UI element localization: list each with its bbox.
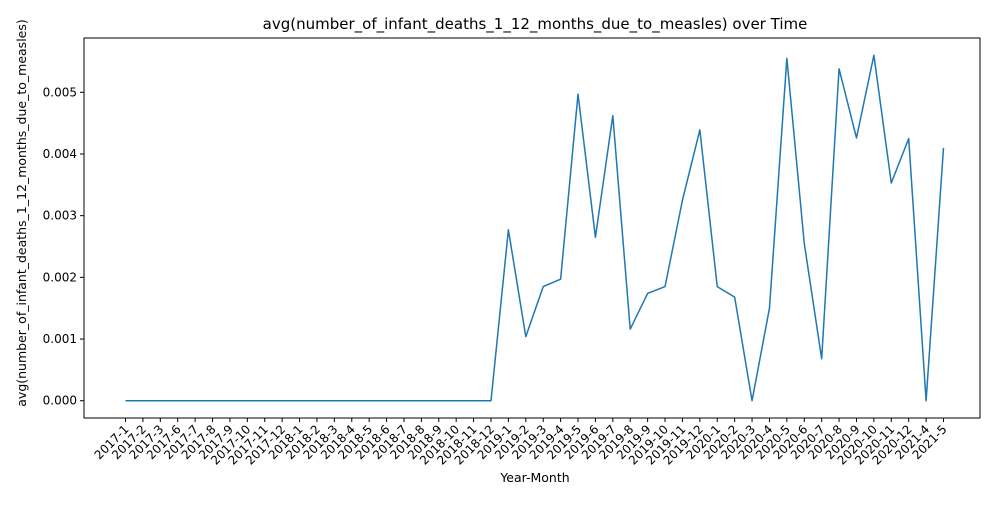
data-point: [908, 138, 910, 140]
data-point: [525, 336, 527, 338]
data-point: [351, 400, 353, 402]
data-point: [177, 400, 179, 402]
data-point: [212, 400, 214, 402]
data-point: [716, 286, 718, 288]
data-point: [647, 293, 649, 295]
data-point: [595, 236, 597, 238]
data-point: [821, 358, 823, 360]
y-tick-label: 0.003: [43, 209, 77, 223]
data-point: [699, 129, 701, 131]
plot-area: 0.0000.0010.0020.0030.0040.0052017-12017…: [43, 37, 981, 468]
series-line: [125, 54, 945, 402]
y-tick-label: 0.004: [43, 147, 77, 161]
data-point: [803, 243, 805, 245]
y-tick-label: 0.005: [43, 85, 77, 99]
data-point: [316, 400, 318, 402]
data-point: [160, 400, 162, 402]
data-point: [943, 147, 945, 149]
data-point: [403, 400, 405, 402]
data-point: [682, 199, 684, 201]
data-point: [873, 54, 875, 56]
data-point: [264, 400, 266, 402]
y-tick-label: 0.002: [43, 270, 77, 284]
data-point: [629, 328, 631, 330]
data-point: [838, 68, 840, 70]
data-point: [438, 400, 440, 402]
data-point: [229, 400, 231, 402]
data-point: [281, 400, 283, 402]
data-point: [751, 400, 753, 402]
data-point: [455, 400, 457, 402]
data-point: [247, 400, 249, 402]
axes-frame: [83, 37, 981, 419]
data-point: [560, 278, 562, 280]
data-point: [925, 400, 927, 402]
data-point: [786, 58, 788, 60]
data-point: [664, 286, 666, 288]
chart-title: avg(number_of_infant_deaths_1_12_months_…: [263, 15, 808, 34]
data-point: [734, 296, 736, 298]
data-point: [856, 137, 858, 139]
data-point: [368, 400, 370, 402]
x-axis-label: Year-Month: [499, 470, 569, 485]
data-point: [508, 229, 510, 231]
data-point: [386, 400, 388, 402]
data-point: [542, 286, 544, 288]
data-point: [194, 400, 196, 402]
data-point: [473, 400, 475, 402]
data-point: [334, 400, 336, 402]
y-axis-label: avg(number_of_infant_deaths_1_12_months_…: [14, 19, 29, 406]
data-point: [299, 400, 301, 402]
y-tick-label: 0.000: [43, 394, 77, 408]
data-point: [769, 307, 771, 309]
y-tick-label: 0.001: [43, 332, 77, 346]
data-point: [577, 93, 579, 95]
data-point: [421, 400, 423, 402]
data-point: [142, 400, 144, 402]
data-point: [125, 400, 127, 402]
data-point: [490, 400, 492, 402]
data-point: [890, 182, 892, 184]
data-point: [612, 115, 614, 117]
